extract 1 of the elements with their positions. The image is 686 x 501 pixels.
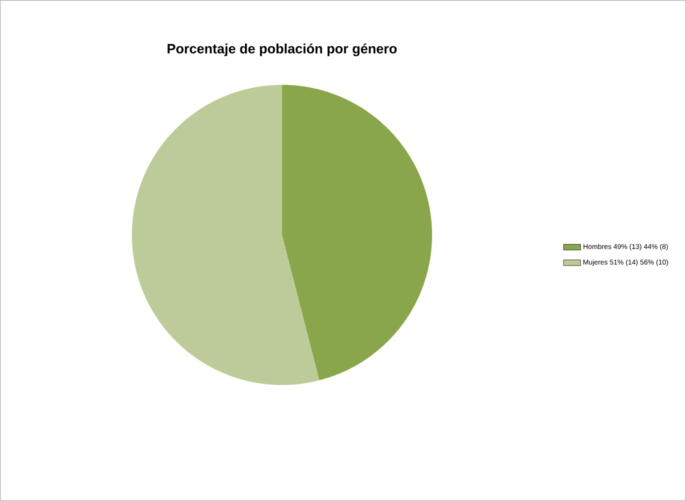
- chart-title: Porcentaje de población por género: [168, 43, 397, 56]
